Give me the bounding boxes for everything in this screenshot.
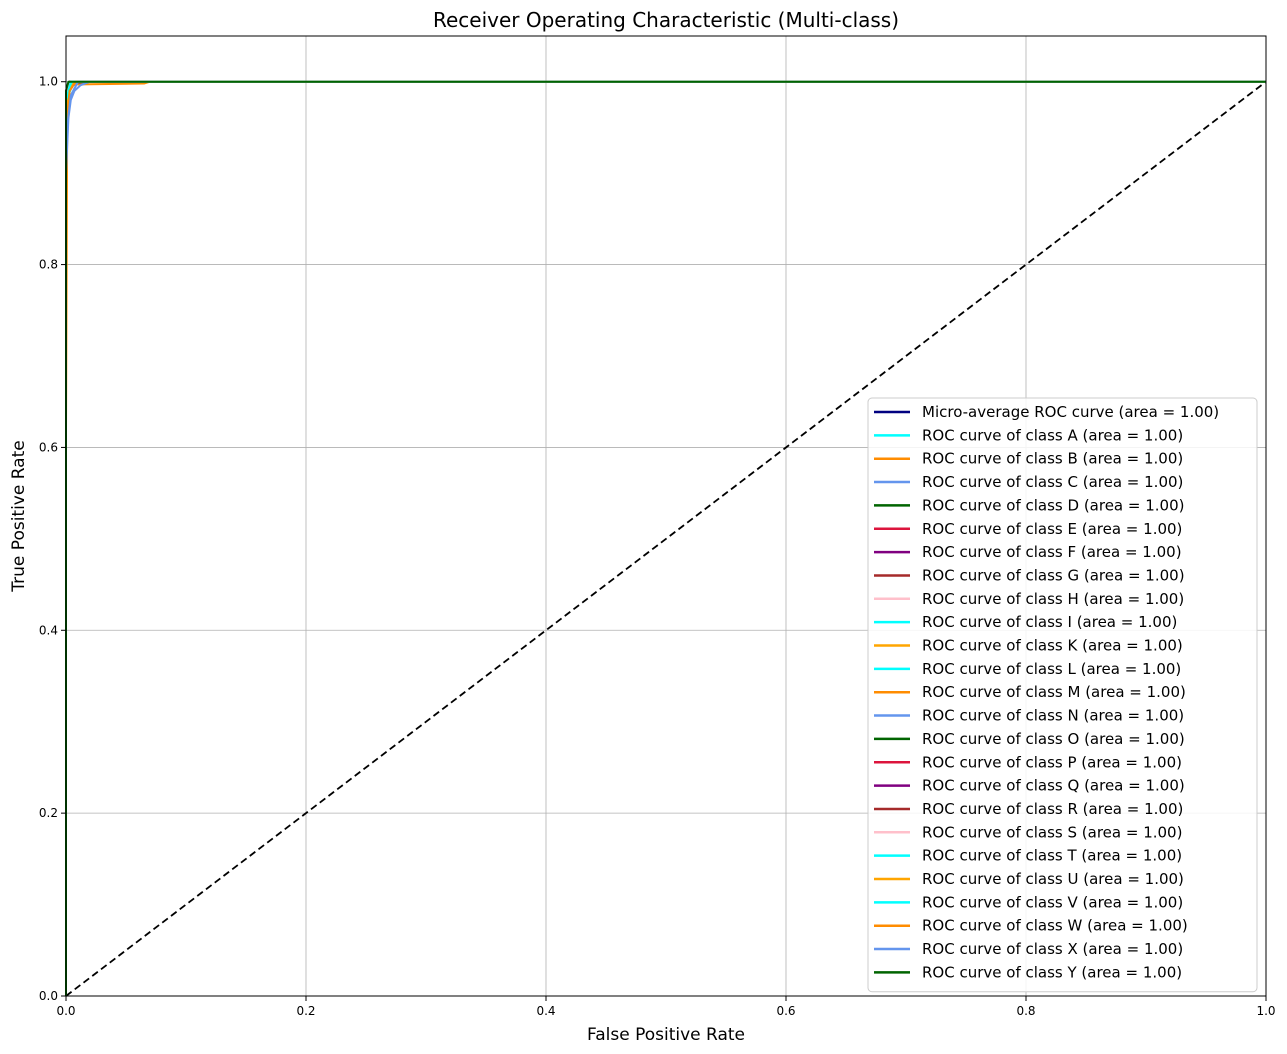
x-tick-label: 0.6 [776, 1004, 795, 1018]
x-tick-label: 0.4 [536, 1004, 555, 1018]
legend-label: ROC curve of class G (area = 1.00) [922, 566, 1185, 584]
x-tick-label: 0.0 [56, 1004, 75, 1018]
legend-label: ROC curve of class A (area = 1.00) [922, 426, 1183, 444]
x-tick-label: 0.8 [1016, 1004, 1035, 1018]
legend-label: ROC curve of class C (area = 1.00) [922, 473, 1183, 491]
legend: Micro-average ROC curve (area = 1.00) ROC… [867, 397, 1258, 993]
y-axis-label: True Positive Rate [9, 440, 29, 592]
chance-line [65, 80, 1267, 997]
legend-label: ROC curve of class U (area = 1.00) [922, 870, 1184, 888]
legend-label: ROC curve of class P (area = 1.00) [922, 753, 1182, 771]
legend-label: ROC curve of class M (area = 1.00) [922, 683, 1186, 701]
legend-label: ROC curve of class D (area = 1.00) [922, 496, 1184, 514]
legend-label: ROC curve of class F (area = 1.00) [922, 543, 1182, 561]
legend-label: ROC curve of class S (area = 1.00) [922, 823, 1182, 841]
axis-ticks: 0.0 0.2 0.4 0.6 0.8 1.0 0.0 0.2 0.4 0.6 0.8 1.0 [39, 75, 1276, 1018]
plot-frame [65, 35, 1267, 997]
y-tick-label: 0.8 [39, 258, 58, 272]
x-tick-label: 1.0 [1256, 1004, 1275, 1018]
x-axis-label: False Positive Rate [587, 1025, 745, 1045]
y-tick-label: 0.6 [39, 440, 58, 454]
legend-label: ROC curve of class V (area = 1.00) [922, 893, 1183, 911]
legend-label: ROC curve of class O (area = 1.00) [922, 730, 1185, 748]
legend-label: ROC curve of class H (area = 1.00) [922, 590, 1184, 608]
y-tick-label: 0.0 [39, 989, 58, 1003]
legend-label: ROC curve of class B (area = 1.00) [922, 450, 1183, 468]
legend-label: ROC curve of class X (area = 1.00) [922, 940, 1183, 958]
legend-label: ROC curve of class Y (area = 1.00) [922, 963, 1182, 981]
y-tick-label: 0.4 [39, 623, 58, 637]
legend-label: Micro-average ROC curve (area = 1.00) [922, 403, 1219, 421]
legend-label: ROC curve of class R (area = 1.00) [922, 800, 1183, 818]
y-tick-label: 0.2 [39, 806, 58, 820]
legend-label: ROC curve of class W (area = 1.00) [922, 917, 1188, 935]
legend-label: ROC curve of class Q (area = 1.00) [922, 777, 1185, 795]
legend-label: ROC curve of class I (area = 1.00) [922, 613, 1177, 631]
legend-label: ROC curve of class N (area = 1.00) [922, 707, 1184, 725]
y-tick-label: 1.0 [39, 75, 58, 89]
legend-label: ROC curve of class L (area = 1.00) [922, 660, 1181, 678]
chart-title: Receiver Operating Characteristic (Multi… [433, 8, 899, 32]
x-tick-label: 0.2 [296, 1004, 315, 1018]
legend-box [867, 397, 1258, 993]
legend-label: ROC curve of class T (area = 1.00) [922, 847, 1182, 865]
legend-label: ROC curve of class E (area = 1.00) [922, 520, 1182, 538]
reference-diagonal [65, 80, 1267, 997]
legend-label: ROC curve of class K (area = 1.00) [922, 637, 1183, 655]
